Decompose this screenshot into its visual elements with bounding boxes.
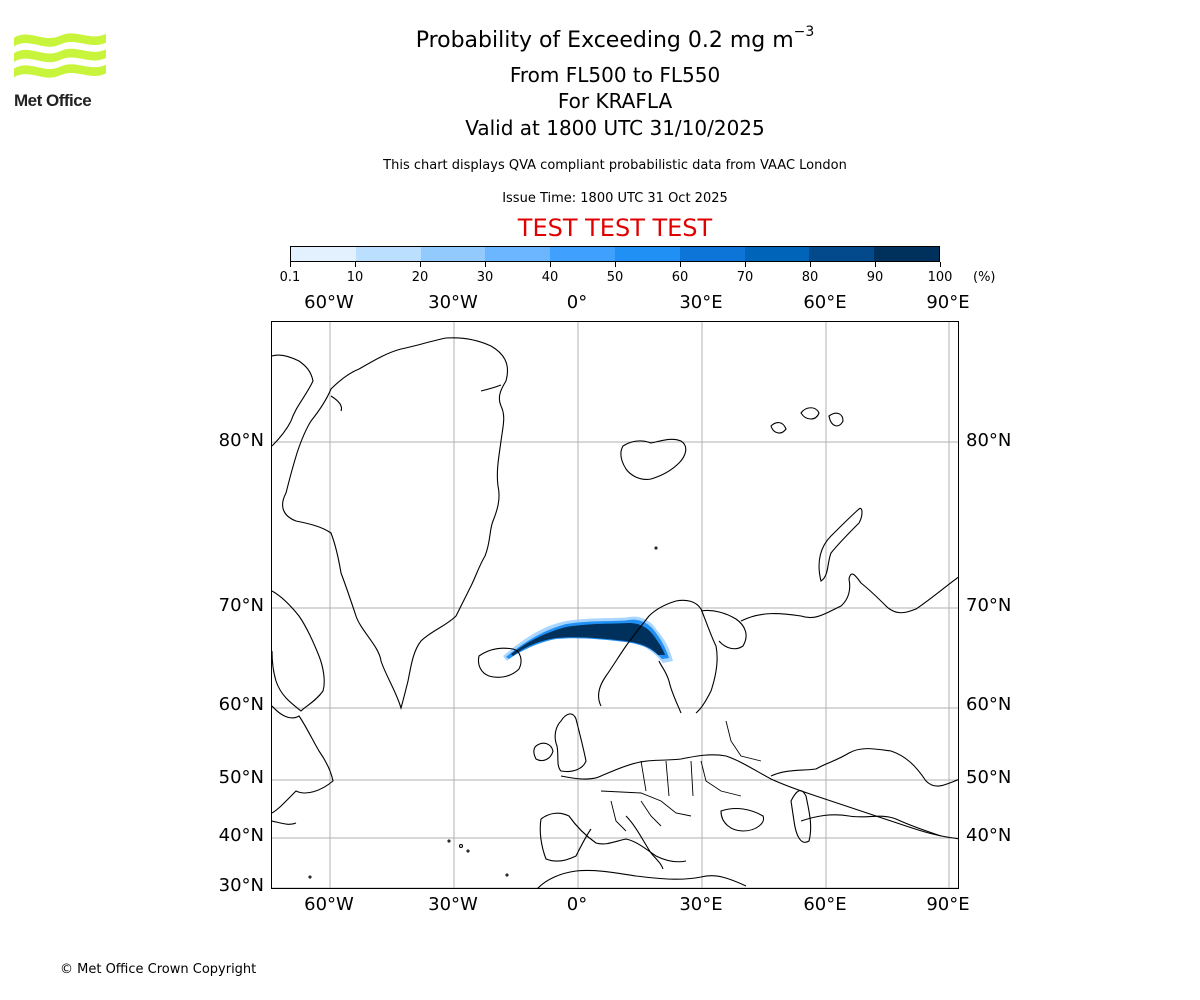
lat-label-left-70n: 70°N — [218, 595, 264, 616]
colorbar-segment — [679, 247, 745, 261]
colorbar-tick-label: 50 — [606, 270, 624, 285]
iceland-coast — [477, 647, 522, 678]
colorbar-segment — [874, 247, 939, 261]
svalbard-coast — [620, 438, 687, 480]
colorbar-tick-label: 90 — [866, 270, 884, 285]
lat-label-right-40n: 40°N — [966, 825, 1012, 846]
russia-arctic-coast — [740, 573, 958, 622]
colorbar-tick-label: 30 — [476, 270, 494, 285]
lat-label-right-60n: 60°N — [966, 694, 1012, 715]
volcano-name: For KRAFLA — [557, 89, 673, 113]
lat-label-left-50n: 50°N — [218, 767, 264, 788]
colorbar-tick — [809, 262, 811, 267]
lat-label-left-30n: 30°N — [218, 875, 264, 896]
north-africa-coast — [537, 869, 747, 888]
colorbar-segment — [420, 247, 486, 261]
lat-label-left-80n: 80°N — [218, 430, 264, 451]
lat-label-left-40n: 40°N — [218, 825, 264, 846]
ireland-coast — [533, 742, 554, 762]
caspian-coast — [790, 790, 812, 843]
chart-title: Probability of Exceeding 0.2 mg m−3 — [0, 24, 1200, 53]
colorbar-tick — [939, 262, 941, 267]
probability-colorbar — [290, 246, 940, 262]
colorbar-tick — [484, 262, 486, 267]
colorbar-tick-label: 60 — [671, 270, 689, 285]
lon-label-bottom-60w: 60°W — [304, 894, 354, 915]
copyright-notice: © Met Office Crown Copyright — [60, 962, 257, 977]
lon-label-bottom-30e: 30°E — [679, 894, 723, 915]
iberia-coast — [539, 818, 592, 862]
graticule — [272, 322, 958, 888]
central-asia-borders — [770, 748, 958, 787]
franz-josef-land — [770, 407, 844, 434]
map-canvas — [272, 322, 958, 888]
greenland-coast — [282, 337, 509, 710]
canada-coast — [272, 354, 314, 447]
lon-label-top-30e: 30°E — [679, 292, 723, 313]
coastlines — [272, 337, 958, 888]
map-panel — [271, 321, 959, 889]
europe-coast — [560, 754, 958, 840]
colorbar-tick-label: 70 — [736, 270, 754, 285]
colorbar-tick-label: 100 — [927, 270, 953, 285]
colorbar-unit: (%) — [973, 270, 996, 285]
colorbar-tick-label: 20 — [411, 270, 429, 285]
black-sea-coast — [720, 807, 765, 832]
colorbar-segment — [291, 247, 356, 261]
lon-label-top-90e: 90°E — [926, 292, 970, 313]
lat-label-right-80n: 80°N — [966, 430, 1012, 451]
colorbar-segment — [614, 247, 680, 261]
lon-label-top-30w: 30°W — [428, 292, 478, 313]
colorbar-tick-label: 80 — [801, 270, 819, 285]
colorbar-tick — [744, 262, 746, 267]
colorbar-segment — [744, 247, 810, 261]
lat-label-right-50n: 50°N — [966, 767, 1012, 788]
valid-time: Valid at 1800 UTC 31/10/2025 — [465, 116, 765, 140]
colorbar-segment — [809, 247, 875, 261]
lat-label-left-60n: 60°N — [218, 694, 264, 715]
title-text: Probability of Exceeding 0.2 mg m — [415, 28, 794, 53]
colorbar-tick — [354, 262, 356, 267]
lat-label-right-70n: 70°N — [966, 595, 1012, 616]
flight-level-range: From FL500 to FL550 — [509, 63, 721, 87]
ash-plume — [503, 616, 673, 663]
italy-coast — [625, 815, 664, 870]
colorbar-segment — [355, 247, 421, 261]
colorbar-segment — [485, 247, 551, 261]
met-office-logo-icon — [14, 33, 106, 78]
colorbar-tick-label: 0.1 — [279, 270, 301, 285]
colorbar-tick — [419, 262, 421, 267]
colorbar-tick-label: 40 — [541, 270, 559, 285]
uk-coast — [554, 713, 587, 773]
lon-label-bottom-60e: 60°E — [803, 894, 847, 915]
scandinavia-coast — [597, 599, 718, 714]
test-banner: TEST TEST TEST — [517, 214, 713, 242]
colorbar-tick — [289, 262, 291, 267]
lon-label-bottom-0: 0° — [566, 894, 588, 915]
issue-time: Issue Time: 1800 UTC 31 Oct 2025 — [502, 191, 728, 206]
novaya-zemlya-coast — [818, 507, 863, 582]
colorbar-tick — [549, 262, 551, 267]
colorbar-tick-label: 10 — [346, 270, 364, 285]
lon-label-bottom-30w: 30°W — [428, 894, 478, 915]
lon-label-top-60e: 60°E — [803, 292, 847, 313]
colorbar-tick — [679, 262, 681, 267]
colorbar-segment — [550, 247, 615, 261]
lon-label-top-0: 0° — [566, 292, 588, 313]
title-unit-exponent: −3 — [793, 24, 815, 40]
colorbar-tick — [874, 262, 876, 267]
data-source-note: This chart displays QVA compliant probab… — [383, 158, 847, 173]
lon-label-bottom-90e: 90°E — [926, 894, 970, 915]
met-office-logo-text: Met Office — [14, 91, 92, 110]
colorbar-tick — [614, 262, 616, 267]
lon-label-top-60w: 60°W — [304, 292, 354, 313]
